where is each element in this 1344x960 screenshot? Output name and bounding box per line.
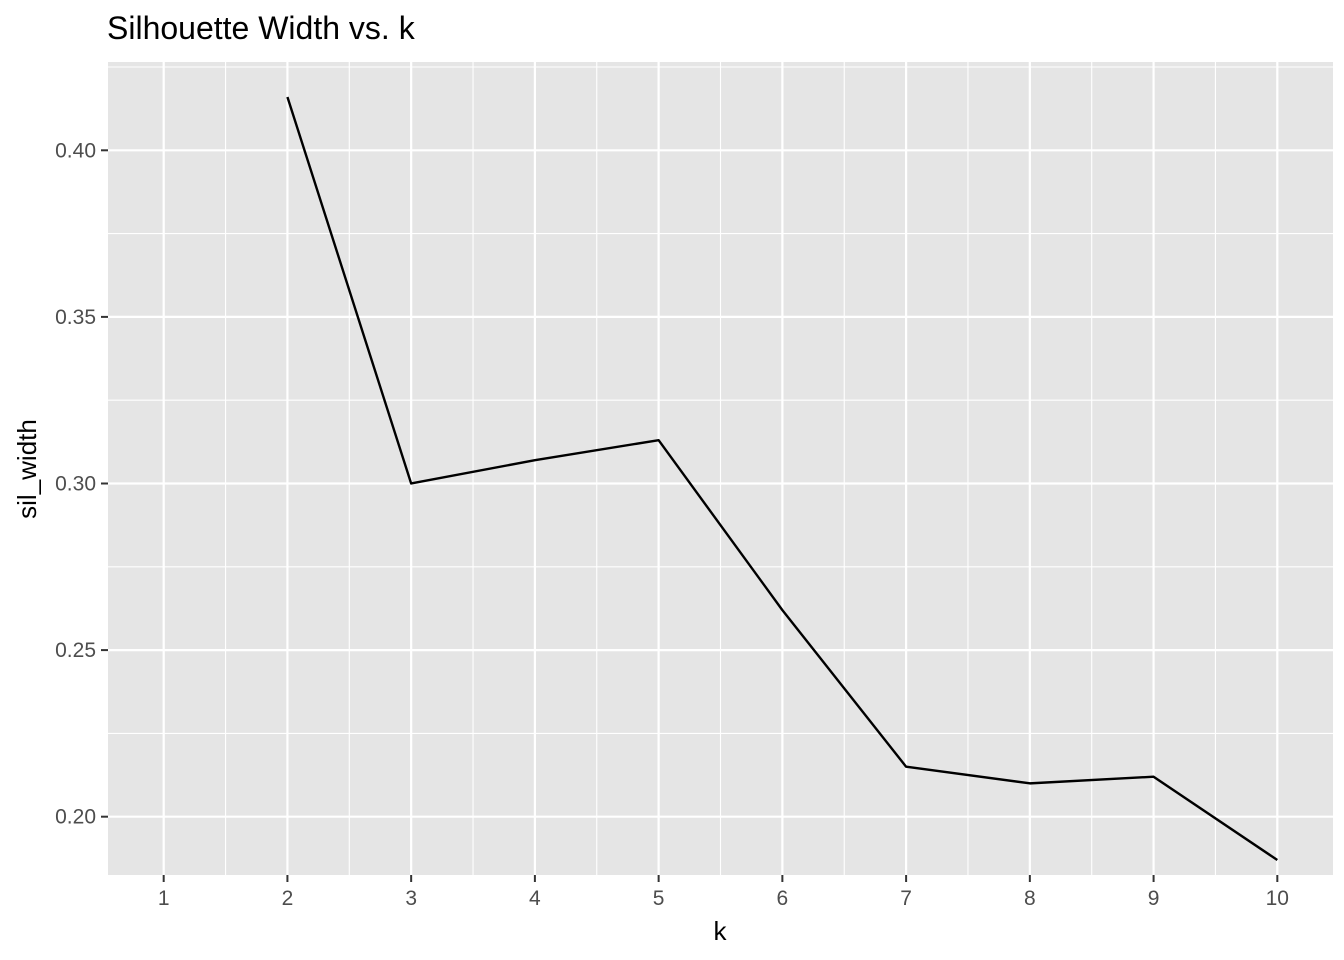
major-gridlines — [108, 62, 1333, 875]
x-tick-label: 10 — [1266, 887, 1289, 910]
x-tick-label: 2 — [282, 887, 294, 910]
x-tick-label: 5 — [653, 887, 665, 910]
minor-gridlines — [108, 62, 1333, 875]
y-tick-label: 0.20 — [55, 806, 96, 829]
x-tick-label: 4 — [529, 887, 541, 910]
series-line — [286, 96, 1278, 862]
x-tick-label: 8 — [1024, 887, 1036, 910]
x-tick-label: 9 — [1148, 887, 1160, 910]
x-axis-tick-labels: 1 2 3 4 5 6 7 8 9 10 — [158, 887, 1289, 910]
y-axis-title: sil_width — [12, 419, 42, 519]
chart-title: Silhouette Width vs. k — [107, 10, 416, 46]
y-tick-label: 0.25 — [55, 639, 96, 662]
y-tick-label: 0.30 — [55, 472, 96, 495]
axis-ticks — [101, 149, 1279, 882]
y-axis-tick-labels: 0.20 0.25 0.30 0.35 0.40 — [55, 139, 96, 828]
x-tick-label: 6 — [777, 887, 789, 910]
x-axis-title: k — [714, 916, 728, 946]
x-tick-label: 3 — [405, 887, 417, 910]
y-tick-label: 0.40 — [55, 139, 96, 162]
y-tick-label: 0.35 — [55, 306, 96, 329]
series-layer — [286, 96, 1278, 862]
x-tick-label: 7 — [900, 887, 912, 910]
x-tick-label: 1 — [158, 887, 170, 910]
